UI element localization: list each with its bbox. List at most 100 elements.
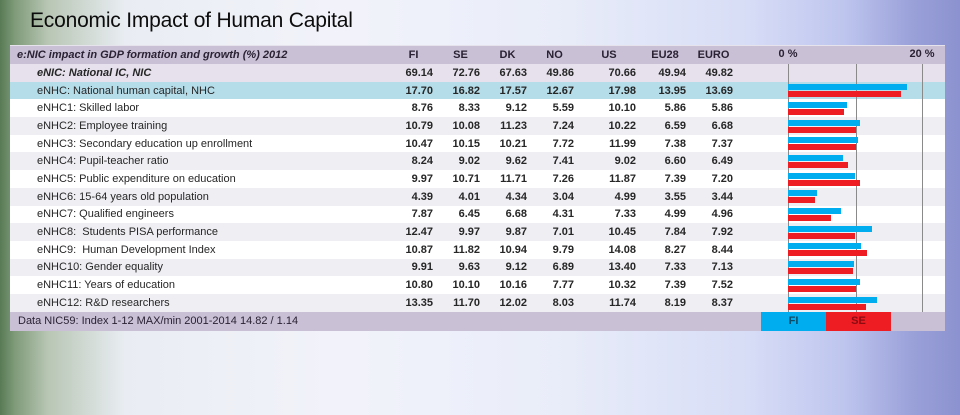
axis-tick-zero: 0 % xyxy=(778,48,798,60)
column-header-fi: FI xyxy=(408,48,419,61)
cell-enhc8-eu28: 7.84 xyxy=(664,226,686,239)
cell-enhc-no: 12.67 xyxy=(546,84,574,97)
table-row-enhc4: eNHC4: Pupil-teacher ratio 8.24 9.02 9.62 7.… xyxy=(10,152,945,171)
bar-se-enhc2 xyxy=(788,126,856,133)
bar-fi-enhc8 xyxy=(788,225,872,232)
cell-enhc8-us: 10.45 xyxy=(608,226,636,239)
column-header-euro: EURO xyxy=(697,48,730,61)
cell-enhc-us: 17.98 xyxy=(608,84,636,97)
footer-note: Data NIC59: Index 1-12 MAX/min 2001-2014… xyxy=(18,315,299,328)
cell-enhc11-se: 10.10 xyxy=(452,279,480,292)
cell-enhc6-eu28: 3.55 xyxy=(664,190,686,203)
cell-enhc4-us: 9.02 xyxy=(614,155,636,168)
cell-enhc6-fi: 4.39 xyxy=(411,190,433,203)
cell-enhc7-euro: 4.96 xyxy=(711,208,733,221)
row-label-enhc8: eNHC8: Students PISA performance xyxy=(37,226,218,239)
chart-cell-enhc3 xyxy=(737,134,945,153)
cell-enhc10-no: 6.89 xyxy=(552,261,574,274)
table-row-enhc11: eNHC11: Years of education 10.80 10.10 10.1… xyxy=(10,276,945,294)
row-label-enhc9: eNHC9: Human Development Index xyxy=(37,243,216,256)
cell-enhc12-us: 11.74 xyxy=(609,296,636,309)
cell-enhc1-dk: 9.12 xyxy=(505,102,527,115)
cell-enhc5-fi: 9.97 xyxy=(411,172,433,185)
page-title: Economic Impact of Human Capital xyxy=(30,9,353,32)
cell-enhc4-no: 7.41 xyxy=(552,155,574,168)
cell-enhc2-dk: 11.23 xyxy=(500,119,527,132)
cell-enhc12-euro: 8.37 xyxy=(711,296,733,309)
cell-enhc-fi: 17.70 xyxy=(405,84,433,97)
chart-cell-enhc10 xyxy=(737,258,945,277)
row-label-enic: eNIC: National IC, NIC xyxy=(37,66,152,79)
cell-enhc9-us: 14.08 xyxy=(608,243,636,256)
table-row-enhc8: eNHC8: Students PISA performance 12.47 9.9… xyxy=(10,223,945,241)
chart-cell-enhc6 xyxy=(737,187,945,206)
row-label-enhc3: eNHC3: Secondary education up enrollment xyxy=(37,137,253,150)
bar-fi-enhc4 xyxy=(788,155,844,162)
cell-enhc10-eu28: 7.33 xyxy=(664,261,686,274)
cell-enhc2-no: 7.24 xyxy=(552,119,574,132)
cell-enhc10-fi: 9.91 xyxy=(411,261,433,274)
bar-fi-enhc11 xyxy=(788,278,861,285)
column-header-dk: DK xyxy=(499,48,516,61)
cell-enhc11-dk: 10.16 xyxy=(499,279,527,292)
row-label-enhc5: eNHC5: Public expenditure on education xyxy=(37,172,236,185)
cell-enhc8-fi: 12.47 xyxy=(405,226,433,239)
bar-se-enhc10 xyxy=(788,268,853,275)
cell-enhc3-dk: 10.21 xyxy=(499,137,527,150)
chart-legend: FI SE xyxy=(737,311,945,332)
cell-enhc7-eu28: 4.99 xyxy=(664,208,686,221)
cell-enhc6-no: 3.04 xyxy=(552,190,574,203)
cell-enic-us: 70.66 xyxy=(608,66,636,79)
cell-enhc8-euro: 7.92 xyxy=(711,226,733,239)
cell-enhc3-fi: 10.47 xyxy=(405,137,433,150)
cell-enhc5-us: 11.87 xyxy=(609,172,636,185)
chart-cell-enhc8 xyxy=(737,223,945,241)
cell-enhc9-euro: 8.44 xyxy=(711,243,733,256)
cell-enhc10-us: 13.40 xyxy=(608,261,636,274)
axis-tick-twenty: 20 % xyxy=(909,48,935,60)
bar-se-enhc11 xyxy=(788,285,856,292)
bar-se-enhc9 xyxy=(788,250,868,257)
cell-enic-fi: 69.14 xyxy=(405,66,433,79)
chart-cell-enhc7 xyxy=(737,205,945,224)
cell-enhc-dk: 17.57 xyxy=(499,84,527,97)
cell-enic-eu28: 49.94 xyxy=(658,66,686,79)
cell-enhc11-no: 7.77 xyxy=(552,279,574,292)
cell-enhc8-no: 7.01 xyxy=(552,226,574,239)
bar-se-enhc8 xyxy=(788,232,855,239)
bar-fi-enhc3 xyxy=(788,137,859,144)
cell-enhc12-fi: 13.35 xyxy=(405,296,433,309)
cell-enhc6-dk: 4.34 xyxy=(505,190,527,203)
table-header-row: e:NIC impact in GDP formation and growth… xyxy=(10,45,945,64)
cell-enhc1-se: 8.33 xyxy=(458,102,480,115)
cell-enic-euro: 49.82 xyxy=(705,66,733,79)
bar-se-enhc5 xyxy=(788,179,860,186)
cell-enhc9-se: 11.82 xyxy=(453,243,480,256)
cell-enhc3-se: 10.15 xyxy=(452,137,480,150)
table-row-enhc12: eNHC12: R&D researchers 13.35 11.70 12.02 8.… xyxy=(10,293,945,312)
column-header-no: NO xyxy=(546,48,563,61)
cell-enhc3-us: 11.99 xyxy=(609,137,636,150)
bar-se-enhc4 xyxy=(788,162,849,169)
bar-se-enhc7 xyxy=(788,215,832,222)
row-label-enhc11: eNHC11: Years of education xyxy=(37,279,175,292)
cell-enhc10-dk: 9.12 xyxy=(505,261,527,274)
cell-enhc-euro: 13.69 xyxy=(705,84,733,97)
table-row-enhc10: eNHC10: Gender equality 9.91 9.63 9.12 6.89 1… xyxy=(10,258,945,277)
cell-enhc5-no: 7.26 xyxy=(552,172,574,185)
cell-enhc7-us: 7.33 xyxy=(614,208,636,221)
cell-enhc1-eu28: 5.86 xyxy=(664,102,686,115)
chart-cell-enhc5 xyxy=(737,170,945,188)
table-row-enhc5: eNHC5: Public expenditure on education 9.… xyxy=(10,170,945,188)
impact-table: e:NIC impact in GDP formation and growth… xyxy=(10,45,945,332)
bar-se-enhc6 xyxy=(788,197,815,204)
table-row-enhc6: eNHC6: 15-64 years old population 4.39 4.0… xyxy=(10,187,945,206)
chart-cell-enhc11 xyxy=(737,276,945,294)
cell-enhc11-us: 10.32 xyxy=(608,279,636,292)
cell-enhc1-euro: 5.86 xyxy=(711,102,733,115)
row-label-enhc1: eNHC1: Skilled labor xyxy=(37,102,140,115)
cell-enhc9-no: 9.79 xyxy=(552,243,574,256)
cell-enhc5-euro: 7.20 xyxy=(711,172,733,185)
cell-enhc9-dk: 10.94 xyxy=(499,243,527,256)
